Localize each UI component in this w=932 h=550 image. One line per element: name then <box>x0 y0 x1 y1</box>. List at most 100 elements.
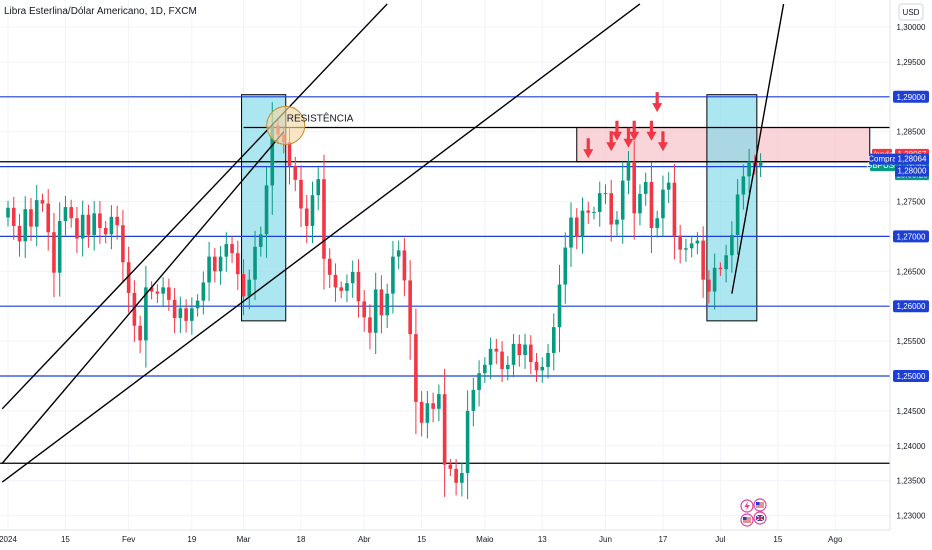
price-level-badge <box>893 370 929 382</box>
candle-body <box>506 364 510 370</box>
candle-body <box>655 218 659 229</box>
candle-body <box>741 176 746 195</box>
price-axis-ticks: 1,30000 1,29500 1,29000 1,28500 1,27500 1,270… <box>893 23 929 521</box>
candle-body <box>270 125 275 186</box>
down-arrow <box>611 120 622 141</box>
time-tick-label: Ago <box>828 535 843 544</box>
candle-body <box>408 280 412 335</box>
uk-flag-icon[interactable] <box>753 511 767 525</box>
level-1-28-badge: 1,28000 <box>898 167 927 176</box>
candle-body <box>34 200 39 227</box>
lightning-icon[interactable] <box>740 499 754 513</box>
candle-body <box>569 217 573 248</box>
candle-body <box>523 344 527 356</box>
symbol-title: Libra Esterlina/Dólar Americano, 1D, FXC… <box>4 6 197 17</box>
candle-body <box>396 250 401 257</box>
candle-body <box>419 401 424 423</box>
down-arrow <box>646 120 657 141</box>
candle-body <box>184 308 188 321</box>
candle-body <box>144 287 148 341</box>
time-axis-ticks: 2024 15 Fev 19 Mar 18 Abr 15 Maio 13 Jun 17 Jul 15 Ago <box>0 535 843 544</box>
candle-body <box>264 185 269 235</box>
candle-body <box>684 248 688 250</box>
candle-body <box>57 221 62 273</box>
candle-body <box>86 214 91 236</box>
candle-body <box>167 287 171 300</box>
candle-body <box>442 394 447 465</box>
candle-body <box>494 348 499 352</box>
candle-body <box>172 299 177 319</box>
down-arrow <box>652 92 663 113</box>
candle-body <box>500 351 504 370</box>
trend-line <box>1 131 285 464</box>
candle-body <box>712 267 717 292</box>
candle-body <box>517 343 522 356</box>
us-flag-icon[interactable] <box>753 498 767 512</box>
candle-body <box>603 193 608 195</box>
price-tick-label: 1,24000 <box>897 442 926 451</box>
currency-button[interactable]: USD <box>898 3 924 21</box>
resistance-circle <box>266 105 306 145</box>
candle-body <box>11 207 16 226</box>
price-tick-label: 1,26000 <box>897 302 926 311</box>
price-tick-label: 1,25500 <box>897 337 926 346</box>
candle-body <box>322 179 326 259</box>
candle-body <box>195 300 200 309</box>
candle-body <box>23 209 28 242</box>
candle-body <box>69 207 73 219</box>
time-tick-label: 15 <box>773 535 782 544</box>
candle-body <box>327 258 332 275</box>
candle-body <box>109 216 114 235</box>
candle-body <box>661 189 665 219</box>
trend-lines-layer <box>1 3 785 483</box>
candle-body <box>689 243 694 249</box>
us-flag-icon[interactable] <box>740 513 754 527</box>
candle-body <box>356 271 361 302</box>
price-level-badge <box>893 230 929 243</box>
time-tick-label: Jun <box>599 535 612 544</box>
candle-body <box>46 203 51 233</box>
time-tick-label: 15 <box>61 535 70 544</box>
candle-body <box>385 293 389 316</box>
candle-body <box>224 244 229 257</box>
candle-body <box>735 194 740 236</box>
candle-body <box>115 216 119 226</box>
price-tick-label: 1,28500 <box>897 128 926 137</box>
time-tick-label: 17 <box>658 535 667 544</box>
highlight-box <box>706 94 758 322</box>
down-arrow <box>606 131 617 152</box>
candle-body <box>574 217 579 238</box>
candle-body <box>362 301 366 318</box>
candle-body <box>345 283 349 291</box>
candle-body <box>615 219 619 225</box>
candle-body <box>333 274 338 288</box>
candle-body <box>155 291 160 294</box>
candle-body <box>672 182 677 236</box>
candle-body <box>339 287 344 291</box>
compra-label-bg <box>869 153 896 165</box>
annotation-marks-layer <box>266 92 668 159</box>
candle-body <box>609 193 614 225</box>
candle-body <box>586 210 591 213</box>
trend-line <box>731 3 785 294</box>
price-tick-label: 1,24500 <box>897 407 926 416</box>
candle-body <box>477 373 481 390</box>
candle-body <box>649 181 654 229</box>
candle-body <box>304 208 309 226</box>
candle-body <box>626 161 631 181</box>
candle-body <box>391 256 395 294</box>
candle-body <box>75 218 79 239</box>
price-tick-label: 1,29500 <box>897 58 926 67</box>
candle-body <box>592 211 596 213</box>
candle-body <box>92 213 96 236</box>
candle-body <box>580 210 585 238</box>
level-1-28-badge-bg <box>895 165 929 177</box>
candle-body <box>454 468 458 483</box>
price-axis-background[interactable] <box>890 0 932 530</box>
time-axis-background[interactable] <box>0 530 932 550</box>
candle-body <box>17 225 22 242</box>
price-tick-label: 1,27500 <box>897 198 926 207</box>
candle-body <box>701 240 705 280</box>
time-tick-label: 15 <box>417 535 426 544</box>
